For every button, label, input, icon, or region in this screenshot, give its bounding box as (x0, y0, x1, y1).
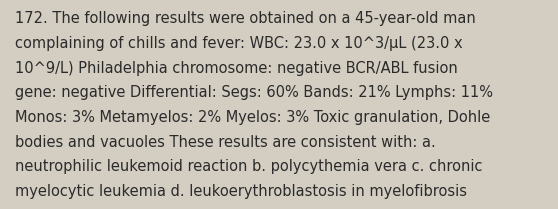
Text: bodies and vacuoles These results are consistent with: a.: bodies and vacuoles These results are co… (15, 135, 436, 150)
Text: complaining of chills and fever: WBC: 23.0 x 10^3/μL (23.0 x: complaining of chills and fever: WBC: 23… (15, 36, 463, 51)
Text: myelocytic leukemia d. leukoerythroblastosis in myelofibrosis: myelocytic leukemia d. leukoerythroblast… (15, 184, 467, 199)
Text: neutrophilic leukemoid reaction b. polycythemia vera c. chronic: neutrophilic leukemoid reaction b. polyc… (15, 159, 483, 175)
Text: Monos: 3% Metamyelos: 2% Myelos: 3% Toxic granulation, Dohle: Monos: 3% Metamyelos: 2% Myelos: 3% Toxi… (15, 110, 490, 125)
Text: 172. The following results were obtained on a 45-year-old man: 172. The following results were obtained… (15, 11, 476, 27)
Text: 10^9/L) Philadelphia chromosome: negative BCR/ABL fusion: 10^9/L) Philadelphia chromosome: negativ… (15, 61, 458, 76)
Text: gene: negative Differential: Segs: 60% Bands: 21% Lymphs: 11%: gene: negative Differential: Segs: 60% B… (15, 85, 493, 101)
